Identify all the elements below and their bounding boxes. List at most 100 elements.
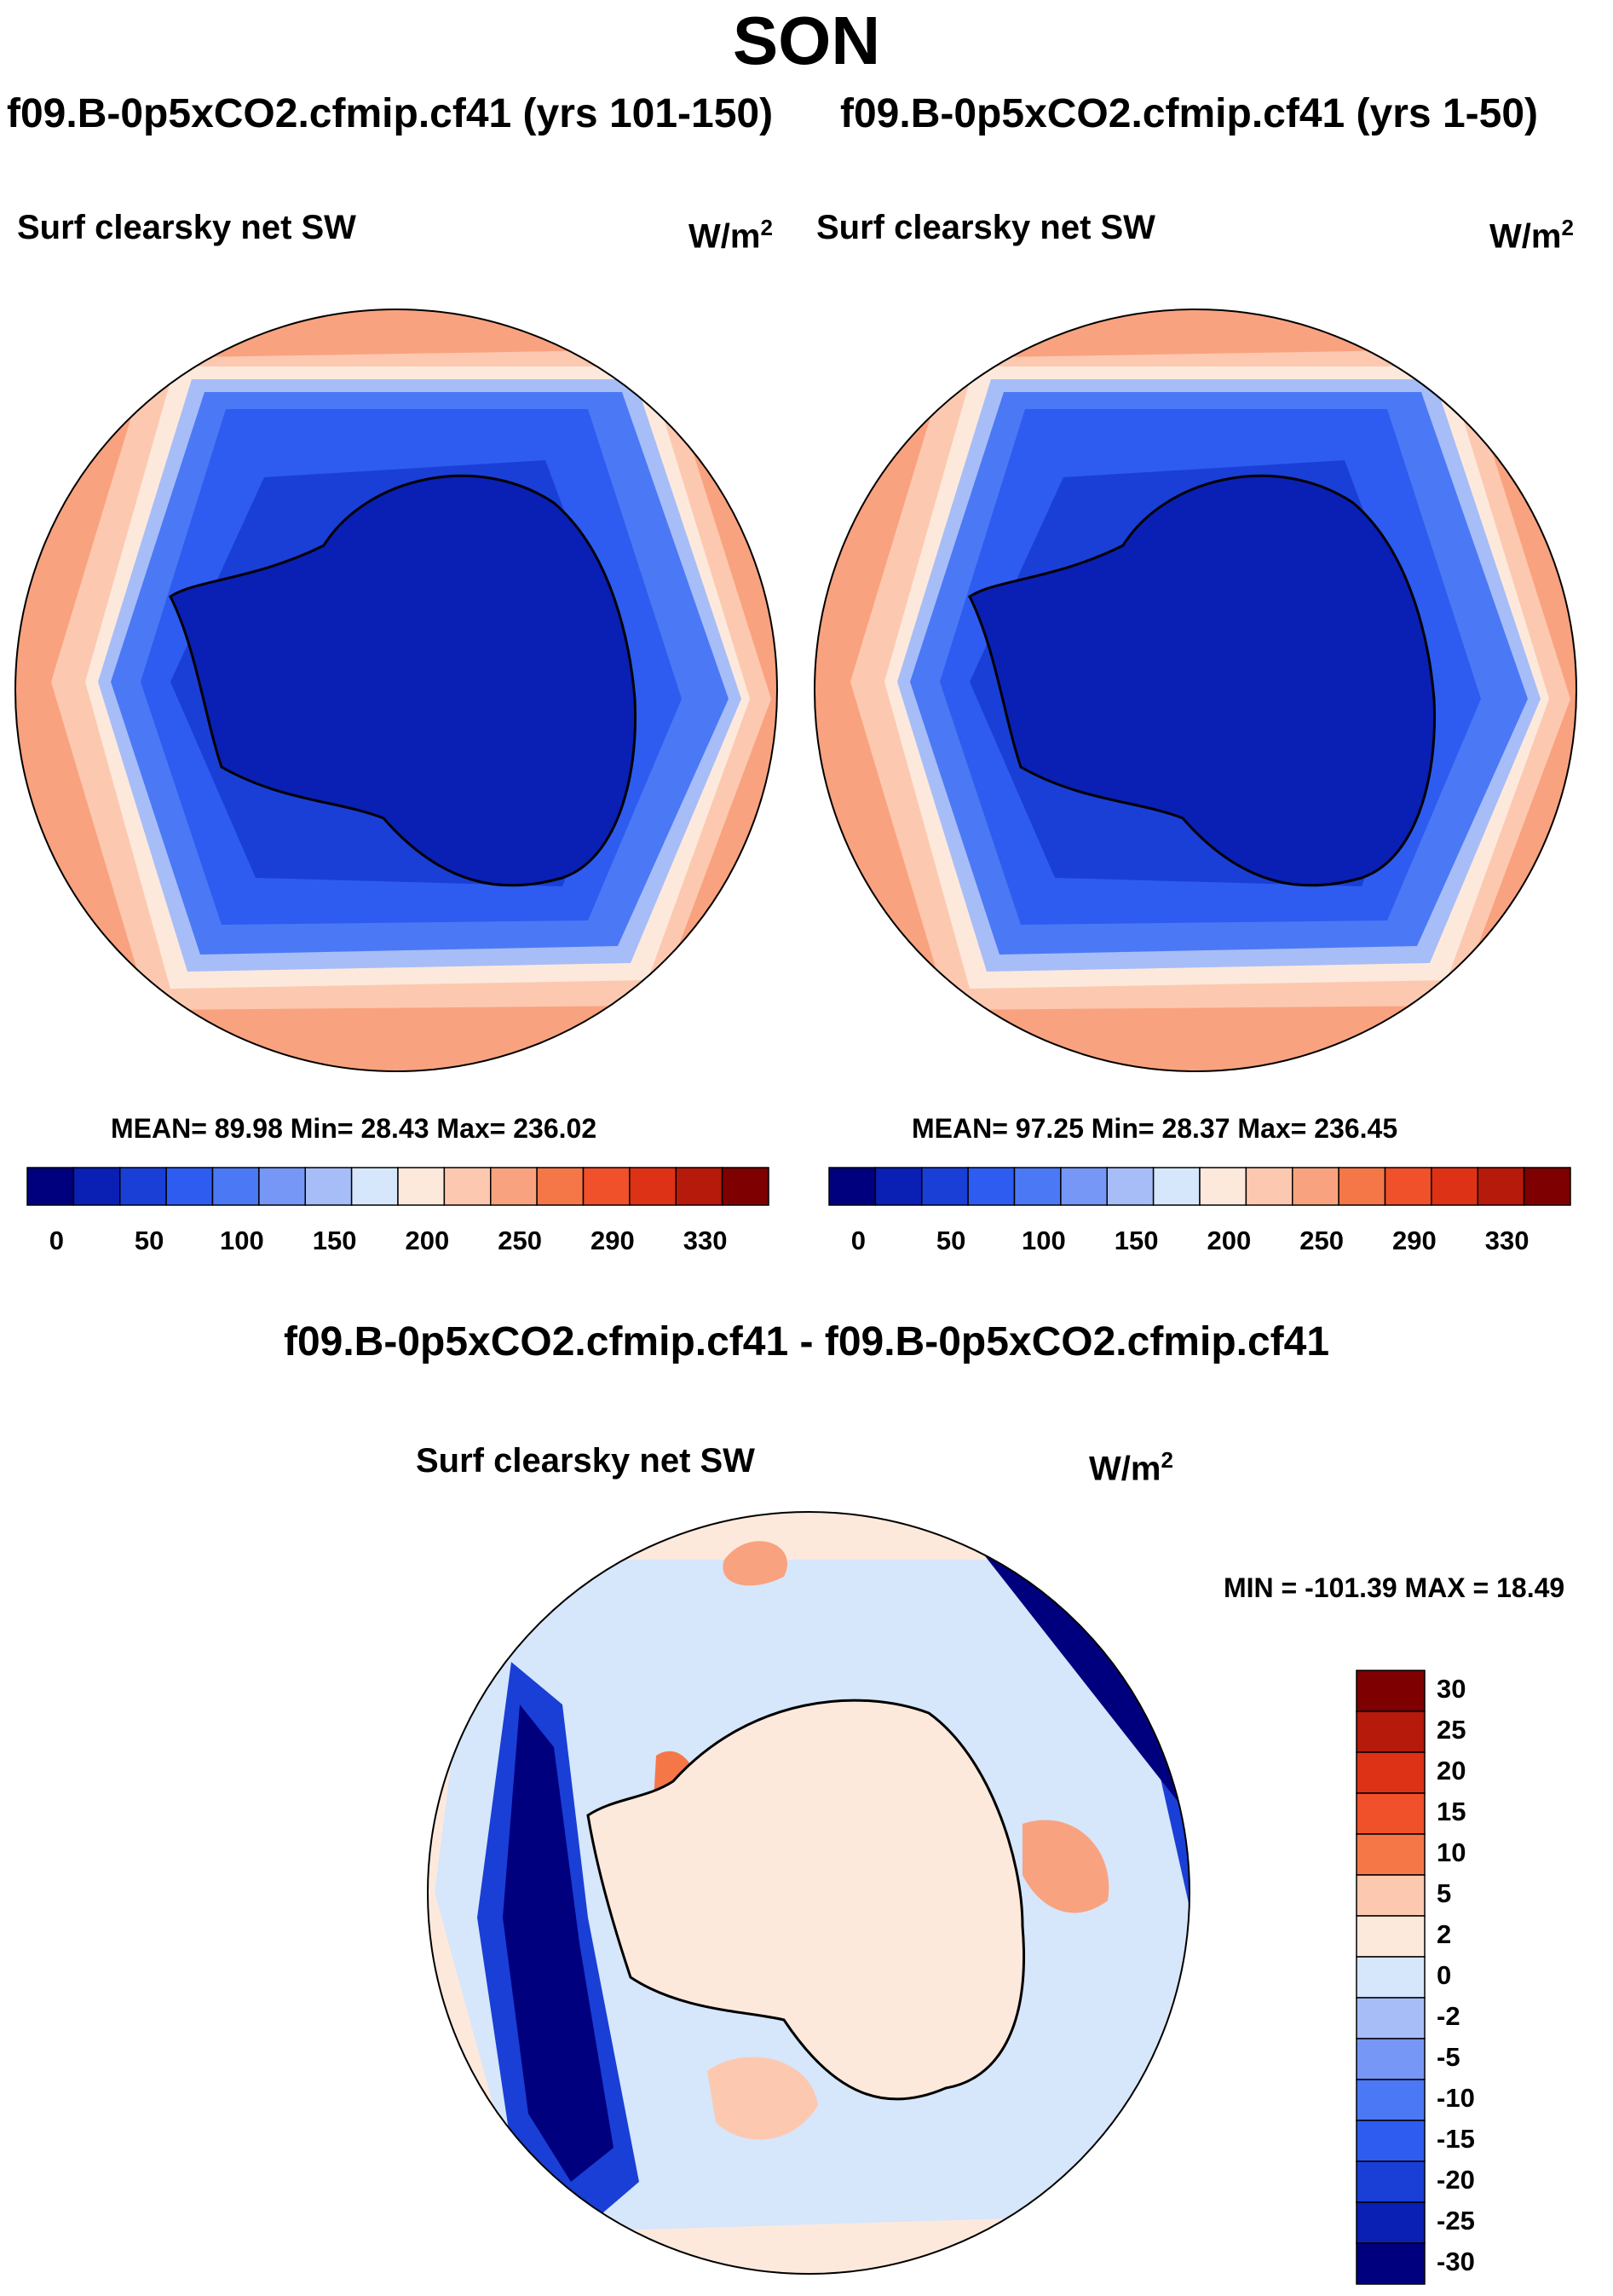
panel1-variable-label: Surf clearsky net SW <box>17 209 356 246</box>
panel1-map <box>15 309 777 1071</box>
panel1-colorbar-tick-label: 50 <box>134 1226 164 1255</box>
diff-colorbar-tick-label: -5 <box>1437 2041 1460 2072</box>
panel2-colorbar-swatch <box>1523 1167 1571 1206</box>
panel1-colorbar-tick-label: 100 <box>220 1226 264 1255</box>
diff-colorbar-tick-label: -25 <box>1437 2205 1475 2235</box>
panel1-colorbar-tick-label: 330 <box>683 1226 728 1255</box>
panel1-map-border <box>14 309 778 1072</box>
panel1-colorbar-tick-label: 0 <box>49 1226 64 1255</box>
diff-map-border <box>427 1511 1190 2275</box>
panel2-colorbar-swatch <box>1245 1167 1293 1206</box>
diff-run-title: f09.B-0p5xCO2.cfmip.cf41 - f09.B-0p5xCO2… <box>283 1319 1330 1364</box>
panel2-stats: MEAN= 97.25 Min= 28.37 Max= 236.45 <box>912 1113 1398 1144</box>
diff-colorbar-swatch <box>1356 1874 1426 1917</box>
panel2-colorbar-swatch <box>1152 1167 1201 1206</box>
panel2-colorbar-swatch <box>1106 1167 1155 1206</box>
diff-colorbar-swatch <box>1356 2242 1426 2285</box>
panel2-colorbar-swatch <box>967 1167 1016 1206</box>
diff-colorbar-swatch <box>1356 1670 1426 1712</box>
panel1-units: W/m2 <box>688 215 773 256</box>
diff-colorbar-tick-label: 10 <box>1437 1837 1466 1867</box>
panel2-map <box>815 309 1576 1071</box>
panel1-stats: MEAN= 89.98 Min= 28.43 Max= 236.02 <box>111 1113 597 1144</box>
panel1-colorbar-swatch <box>443 1167 492 1206</box>
diff-map <box>428 1512 1190 2274</box>
panel2-colorbar-swatch <box>1199 1167 1247 1206</box>
panel1-colorbar-swatch <box>119 1167 167 1206</box>
panel2-colorbar-tick-label: 0 <box>850 1226 866 1255</box>
panel2-colorbar-swatch <box>1477 1167 1525 1206</box>
panel2-colorbar-swatch <box>828 1167 877 1206</box>
diff-colorbar-tick-label: 2 <box>1437 1918 1452 1949</box>
figure-title: SON <box>732 3 881 78</box>
panel1-colorbar <box>26 1167 769 1206</box>
panel1-colorbar-swatch <box>490 1167 538 1206</box>
diff-colorbar-swatch <box>1356 2120 1426 2162</box>
panel1-colorbar-swatch <box>536 1167 585 1206</box>
panel2-colorbar-tick-label: 330 <box>1484 1226 1529 1255</box>
panel1-colorbar-swatch <box>211 1167 260 1206</box>
diff-colorbar-tick-label: 25 <box>1437 1714 1466 1745</box>
panel2-variable-label: Surf clearsky net SW <box>816 209 1155 246</box>
panel2-colorbar-swatch <box>1013 1167 1062 1206</box>
diff-colorbar-swatch <box>1356 2038 1426 2080</box>
panel1-colorbar-tick-label: 250 <box>498 1226 542 1255</box>
panel2-colorbar-tick-label: 250 <box>1299 1226 1344 1255</box>
panel2-colorbar-swatch <box>1292 1167 1339 1206</box>
diff-colorbar-tick-label: -30 <box>1437 2246 1475 2276</box>
diff-colorbar-swatch <box>1356 2160 1426 2203</box>
panel1-colorbar-swatch <box>721 1167 769 1206</box>
panel1-colorbar-swatch <box>582 1167 631 1206</box>
panel1-colorbar-swatch <box>675 1167 723 1206</box>
diff-colorbar-swatch <box>1356 1997 1426 2039</box>
diff-colorbar-tick-label: -10 <box>1437 2082 1475 2113</box>
panel1-colorbar-tick-label: 200 <box>405 1226 450 1255</box>
panel1-colorbar-swatch <box>350 1167 399 1206</box>
panel1-colorbar-swatch <box>629 1167 677 1206</box>
panel2-colorbar-swatch <box>1384 1167 1432 1206</box>
panel1-colorbar-swatch <box>304 1167 353 1206</box>
panel2-colorbar-swatch <box>921 1167 969 1206</box>
panel2-units: W/m2 <box>1489 215 1574 256</box>
diff-colorbar-swatch <box>1356 1956 1426 1999</box>
diff-colorbar-swatch <box>1356 1710 1426 1753</box>
panel2-map-border <box>814 309 1577 1072</box>
panel1-colorbar-swatch <box>26 1167 75 1206</box>
diff-colorbar <box>1356 1670 1426 2285</box>
panel1-colorbar-tick-label: 290 <box>590 1226 635 1255</box>
diff-colorbar-tick-label: -2 <box>1437 2000 1460 2031</box>
diff-colorbar-tick-label: 30 <box>1437 1673 1466 1704</box>
panel1-colorbar-swatch <box>165 1167 214 1206</box>
diff-colorbar-tick-label: -15 <box>1437 2123 1475 2154</box>
diff-colorbar-swatch <box>1356 1751 1426 1794</box>
diff-colorbar-swatch <box>1356 1792 1426 1835</box>
panel1-run-title: f09.B-0p5xCO2.cfmip.cf41 (yrs 101-150) <box>7 91 774 136</box>
diff-colorbar-swatch <box>1356 1833 1426 1876</box>
panel2-colorbar-tick-label: 150 <box>1114 1226 1159 1255</box>
panel2-colorbar-tick-label: 50 <box>936 1226 966 1255</box>
panel2-colorbar <box>828 1167 1571 1206</box>
panel2-colorbar-tick-label: 100 <box>1022 1226 1066 1255</box>
diff-colorbar-tick-label: 20 <box>1437 1755 1466 1785</box>
panel1-colorbar-swatch <box>397 1167 446 1206</box>
diff-colorbar-tick-label: 5 <box>1437 1878 1452 1908</box>
panel2-colorbar-tick-label: 290 <box>1392 1226 1437 1255</box>
diff-variable-label: Surf clearsky net SW <box>416 1442 755 1480</box>
panel2-colorbar-swatch <box>1060 1167 1108 1206</box>
diff-units: W/m2 <box>1089 1447 1173 1488</box>
panel2-colorbar-swatch <box>874 1167 923 1206</box>
panel2-colorbar-swatch <box>1431 1167 1478 1206</box>
panel2-colorbar-tick-label: 200 <box>1207 1226 1252 1255</box>
diff-stats: MIN = -101.39 MAX = 18.49 <box>1224 1572 1565 1603</box>
diff-colorbar-tick-label: 15 <box>1437 1796 1466 1826</box>
panel2-run-title: f09.B-0p5xCO2.cfmip.cf41 (yrs 1-50) <box>840 91 1538 136</box>
diff-colorbar-swatch <box>1356 2201 1426 2244</box>
diff-colorbar-tick-label: 0 <box>1437 1959 1452 1990</box>
diff-colorbar-swatch <box>1356 1915 1426 1958</box>
panel1-colorbar-tick-label: 150 <box>312 1226 357 1255</box>
panel2-colorbar-swatch <box>1338 1167 1386 1206</box>
diff-colorbar-swatch <box>1356 2079 1426 2121</box>
panel1-colorbar-swatch <box>72 1167 121 1206</box>
diff-colorbar-tick-label: -20 <box>1437 2164 1475 2195</box>
